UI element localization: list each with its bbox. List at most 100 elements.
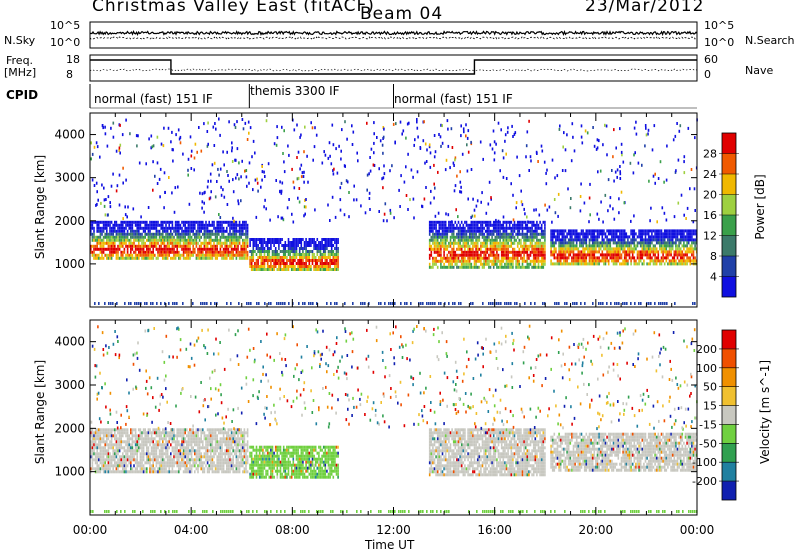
scatter-cell <box>122 229 124 233</box>
scatter-cell <box>114 244 116 248</box>
scatter-cell <box>432 220 434 224</box>
scatter-cell <box>118 458 121 462</box>
scatter-cell <box>414 138 416 142</box>
scatter-cell <box>200 256 202 260</box>
scatter-cell <box>551 232 554 236</box>
scatter-cell <box>249 238 251 241</box>
scatter-cell <box>619 241 621 245</box>
scatter-cell <box>260 247 263 250</box>
scatter-cell <box>571 250 573 254</box>
scatter-cell <box>529 253 532 257</box>
scatter-cell <box>459 170 461 174</box>
scatter-cell <box>128 232 130 236</box>
scatter-cell <box>104 132 107 136</box>
scatter-cell <box>294 250 296 253</box>
scatter-cell <box>297 265 299 268</box>
scatter-cell <box>98 455 100 459</box>
scatter-cell <box>229 250 231 254</box>
scatter-cell <box>157 458 159 462</box>
scatter-cell <box>109 470 111 474</box>
scatter-cell <box>136 302 138 305</box>
scatter-cell <box>571 232 573 236</box>
scatter-cell <box>340 157 342 161</box>
scatter-cell <box>278 241 280 244</box>
scatter-cell <box>329 154 331 158</box>
scatter-cell <box>165 461 167 465</box>
scatter-cell <box>628 250 631 254</box>
scatter-cell <box>667 244 669 248</box>
scatter-cell <box>224 256 226 260</box>
scatter-cell <box>686 232 688 236</box>
scatter-cell <box>258 247 261 250</box>
scatter-cell <box>102 446 105 450</box>
scatter-cell <box>564 235 567 239</box>
scatter-cell <box>240 232 242 236</box>
scatter-cell <box>280 191 283 195</box>
scatter-cell <box>289 250 291 253</box>
scatter-cell <box>158 247 161 251</box>
scatter-cell <box>200 253 202 257</box>
scatter-cell <box>90 455 92 459</box>
scatter-cell <box>306 259 309 262</box>
scatter-cell <box>508 223 511 227</box>
scatter-cell <box>466 136 469 140</box>
scatter-cell <box>147 434 150 438</box>
scatter-cell <box>663 232 666 236</box>
scatter-cell <box>205 241 207 245</box>
scatter-cell <box>330 268 333 271</box>
scatter-cell <box>125 220 127 224</box>
scatter-cell <box>158 232 161 236</box>
scatter-cell <box>598 139 600 143</box>
scatter-cell <box>582 247 584 251</box>
scatter-cell <box>136 464 138 468</box>
scatter-cell <box>202 226 204 230</box>
scatter-cell <box>512 241 514 245</box>
scatter-cell <box>166 244 169 248</box>
scatter-cell <box>658 302 660 305</box>
scatter-cell <box>550 238 552 242</box>
scatter-cell <box>486 238 489 242</box>
scatter-cell <box>572 247 575 251</box>
scatter-cell <box>329 268 331 271</box>
scatter-cell <box>332 244 335 247</box>
scatter-cell <box>649 250 652 254</box>
scatter-cell <box>206 253 209 257</box>
scatter-cell <box>497 256 500 260</box>
scatter-cell <box>647 229 650 233</box>
scatter-cell <box>163 470 166 474</box>
scatter-cell <box>639 253 642 257</box>
scatter-cell <box>520 244 522 248</box>
scatter-cell <box>118 203 121 207</box>
scatter-cell <box>157 443 159 447</box>
scatter-cell <box>101 461 103 465</box>
scatter-cell <box>500 250 503 254</box>
scatter-cell <box>170 241 172 245</box>
scatter-cell <box>613 128 615 132</box>
scatter-cell <box>451 146 454 149</box>
scatter-cell <box>237 202 240 206</box>
scatter-cell <box>585 259 588 263</box>
scatter-cell <box>448 256 450 260</box>
scatter-cell <box>689 256 692 260</box>
scatter-cell <box>322 256 325 259</box>
scatter-cell <box>588 262 591 266</box>
scatter-cell <box>612 238 615 242</box>
scatter-cell <box>292 244 295 247</box>
scatter-cell <box>316 262 319 265</box>
scatter-cell <box>147 235 150 239</box>
scatter-cell <box>524 212 526 216</box>
scatter-cell <box>499 226 501 230</box>
scatter-cell <box>281 238 283 241</box>
scatter-cell <box>580 302 582 305</box>
scatter-cell <box>234 253 236 257</box>
scatter-cell <box>609 238 612 242</box>
scatter-cell <box>473 256 476 260</box>
scatter-cell <box>596 229 599 233</box>
scatter-cell <box>470 168 473 171</box>
scatter-cell <box>640 302 642 305</box>
scatter-cell <box>295 268 298 271</box>
scatter-cell <box>149 232 151 236</box>
scatter-cell <box>158 244 161 248</box>
scatter-cell <box>268 265 271 268</box>
scatter-cell <box>590 253 592 257</box>
